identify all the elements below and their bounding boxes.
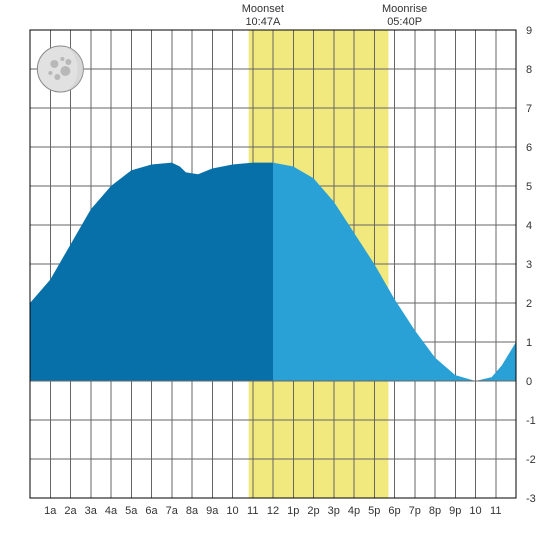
x-tick-label: 11 (247, 505, 258, 517)
y-tick-label: 3 (526, 259, 532, 271)
moon-icon (37, 46, 83, 92)
tide-chart: 1a2a3a4a5a6a7a8a9a1011121p2p3p4p5p6p7p8p… (0, 0, 550, 550)
y-tick-label: 7 (526, 103, 532, 115)
x-tick-label: 8a (186, 505, 199, 517)
y-tick-label: -2 (526, 454, 536, 466)
x-tick-label: 8p (429, 505, 441, 517)
x-tick-label: 3a (85, 505, 98, 517)
x-tick-label: 1a (44, 505, 57, 517)
y-tick-label: 4 (526, 220, 532, 232)
x-tick-label: 3p (328, 505, 340, 517)
x-tick-label: 2a (64, 505, 77, 517)
moon-rise-label: Moonrise (382, 3, 427, 15)
x-tick-label: 5a (125, 505, 138, 517)
y-tick-label: -1 (526, 415, 536, 427)
y-tick-label: 0 (526, 376, 532, 388)
x-tick-label: 10 (469, 505, 481, 517)
x-tick-label: 10 (226, 505, 238, 517)
moon-set-label: Moonset (242, 3, 284, 15)
y-tick-label: 8 (526, 64, 532, 76)
x-tick-label: 11 (490, 505, 501, 517)
y-tick-label: 2 (526, 298, 532, 310)
y-tick-label: 9 (526, 25, 532, 37)
x-tick-label: 7p (409, 505, 421, 517)
x-tick-label: 4p (348, 505, 360, 517)
x-tick-label: 6p (388, 505, 400, 517)
x-tick-label: 1p (287, 505, 299, 517)
y-tick-label: 5 (526, 181, 532, 193)
y-tick-label: 6 (526, 142, 532, 154)
y-tick-label: -3 (526, 493, 536, 505)
x-tick-label: 5p (368, 505, 380, 517)
x-tick-label: 6a (145, 505, 158, 517)
x-tick-label: 4a (105, 505, 118, 517)
x-tick-label: 9a (206, 505, 219, 517)
moon-set-time: 10:47A (245, 16, 281, 28)
x-tick-label: 7a (166, 505, 179, 517)
chart-svg: 1a2a3a4a5a6a7a8a9a1011121p2p3p4p5p6p7p8p… (0, 0, 550, 550)
x-tick-label: 9p (449, 505, 461, 517)
x-tick-label: 2p (307, 505, 319, 517)
x-tick-label: 12 (267, 505, 279, 517)
moon-rise-time: 05:40P (387, 16, 422, 28)
y-tick-label: 1 (526, 337, 532, 349)
